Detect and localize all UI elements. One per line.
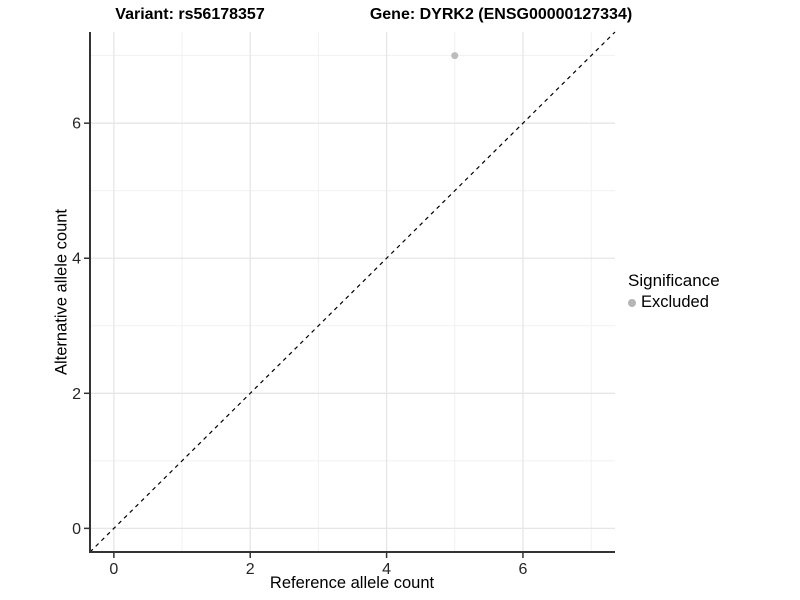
y-axis-title: Alternative allele count [52, 208, 71, 376]
x-tick-label: 4 [382, 561, 391, 578]
x-tick-label: 0 [109, 561, 118, 578]
legend-title: Significance [628, 271, 720, 290]
y-tick-label: 6 [72, 116, 81, 133]
legend-item-label: Excluded [641, 293, 709, 311]
y-tick-label: 2 [72, 386, 81, 403]
data-point [451, 52, 459, 60]
plot-title-gene: Gene: DYRK2 (ENSG00000127334) [369, 6, 633, 23]
legend-point-marker-icon [628, 298, 636, 307]
plot-title-variant: Variant: rs56178357 [115, 6, 265, 23]
y-tick-label: 0 [72, 521, 81, 538]
identity-dashed-line [89, 31, 616, 553]
legend-item-excluded: Excluded [628, 293, 720, 312]
x-tick-label: 2 [246, 561, 255, 578]
x-axis-title: Reference allele count [269, 574, 435, 592]
y-tick-label: 4 [72, 251, 81, 268]
x-tick-label: 6 [519, 561, 528, 578]
legend: Significance Excluded [628, 271, 720, 312]
